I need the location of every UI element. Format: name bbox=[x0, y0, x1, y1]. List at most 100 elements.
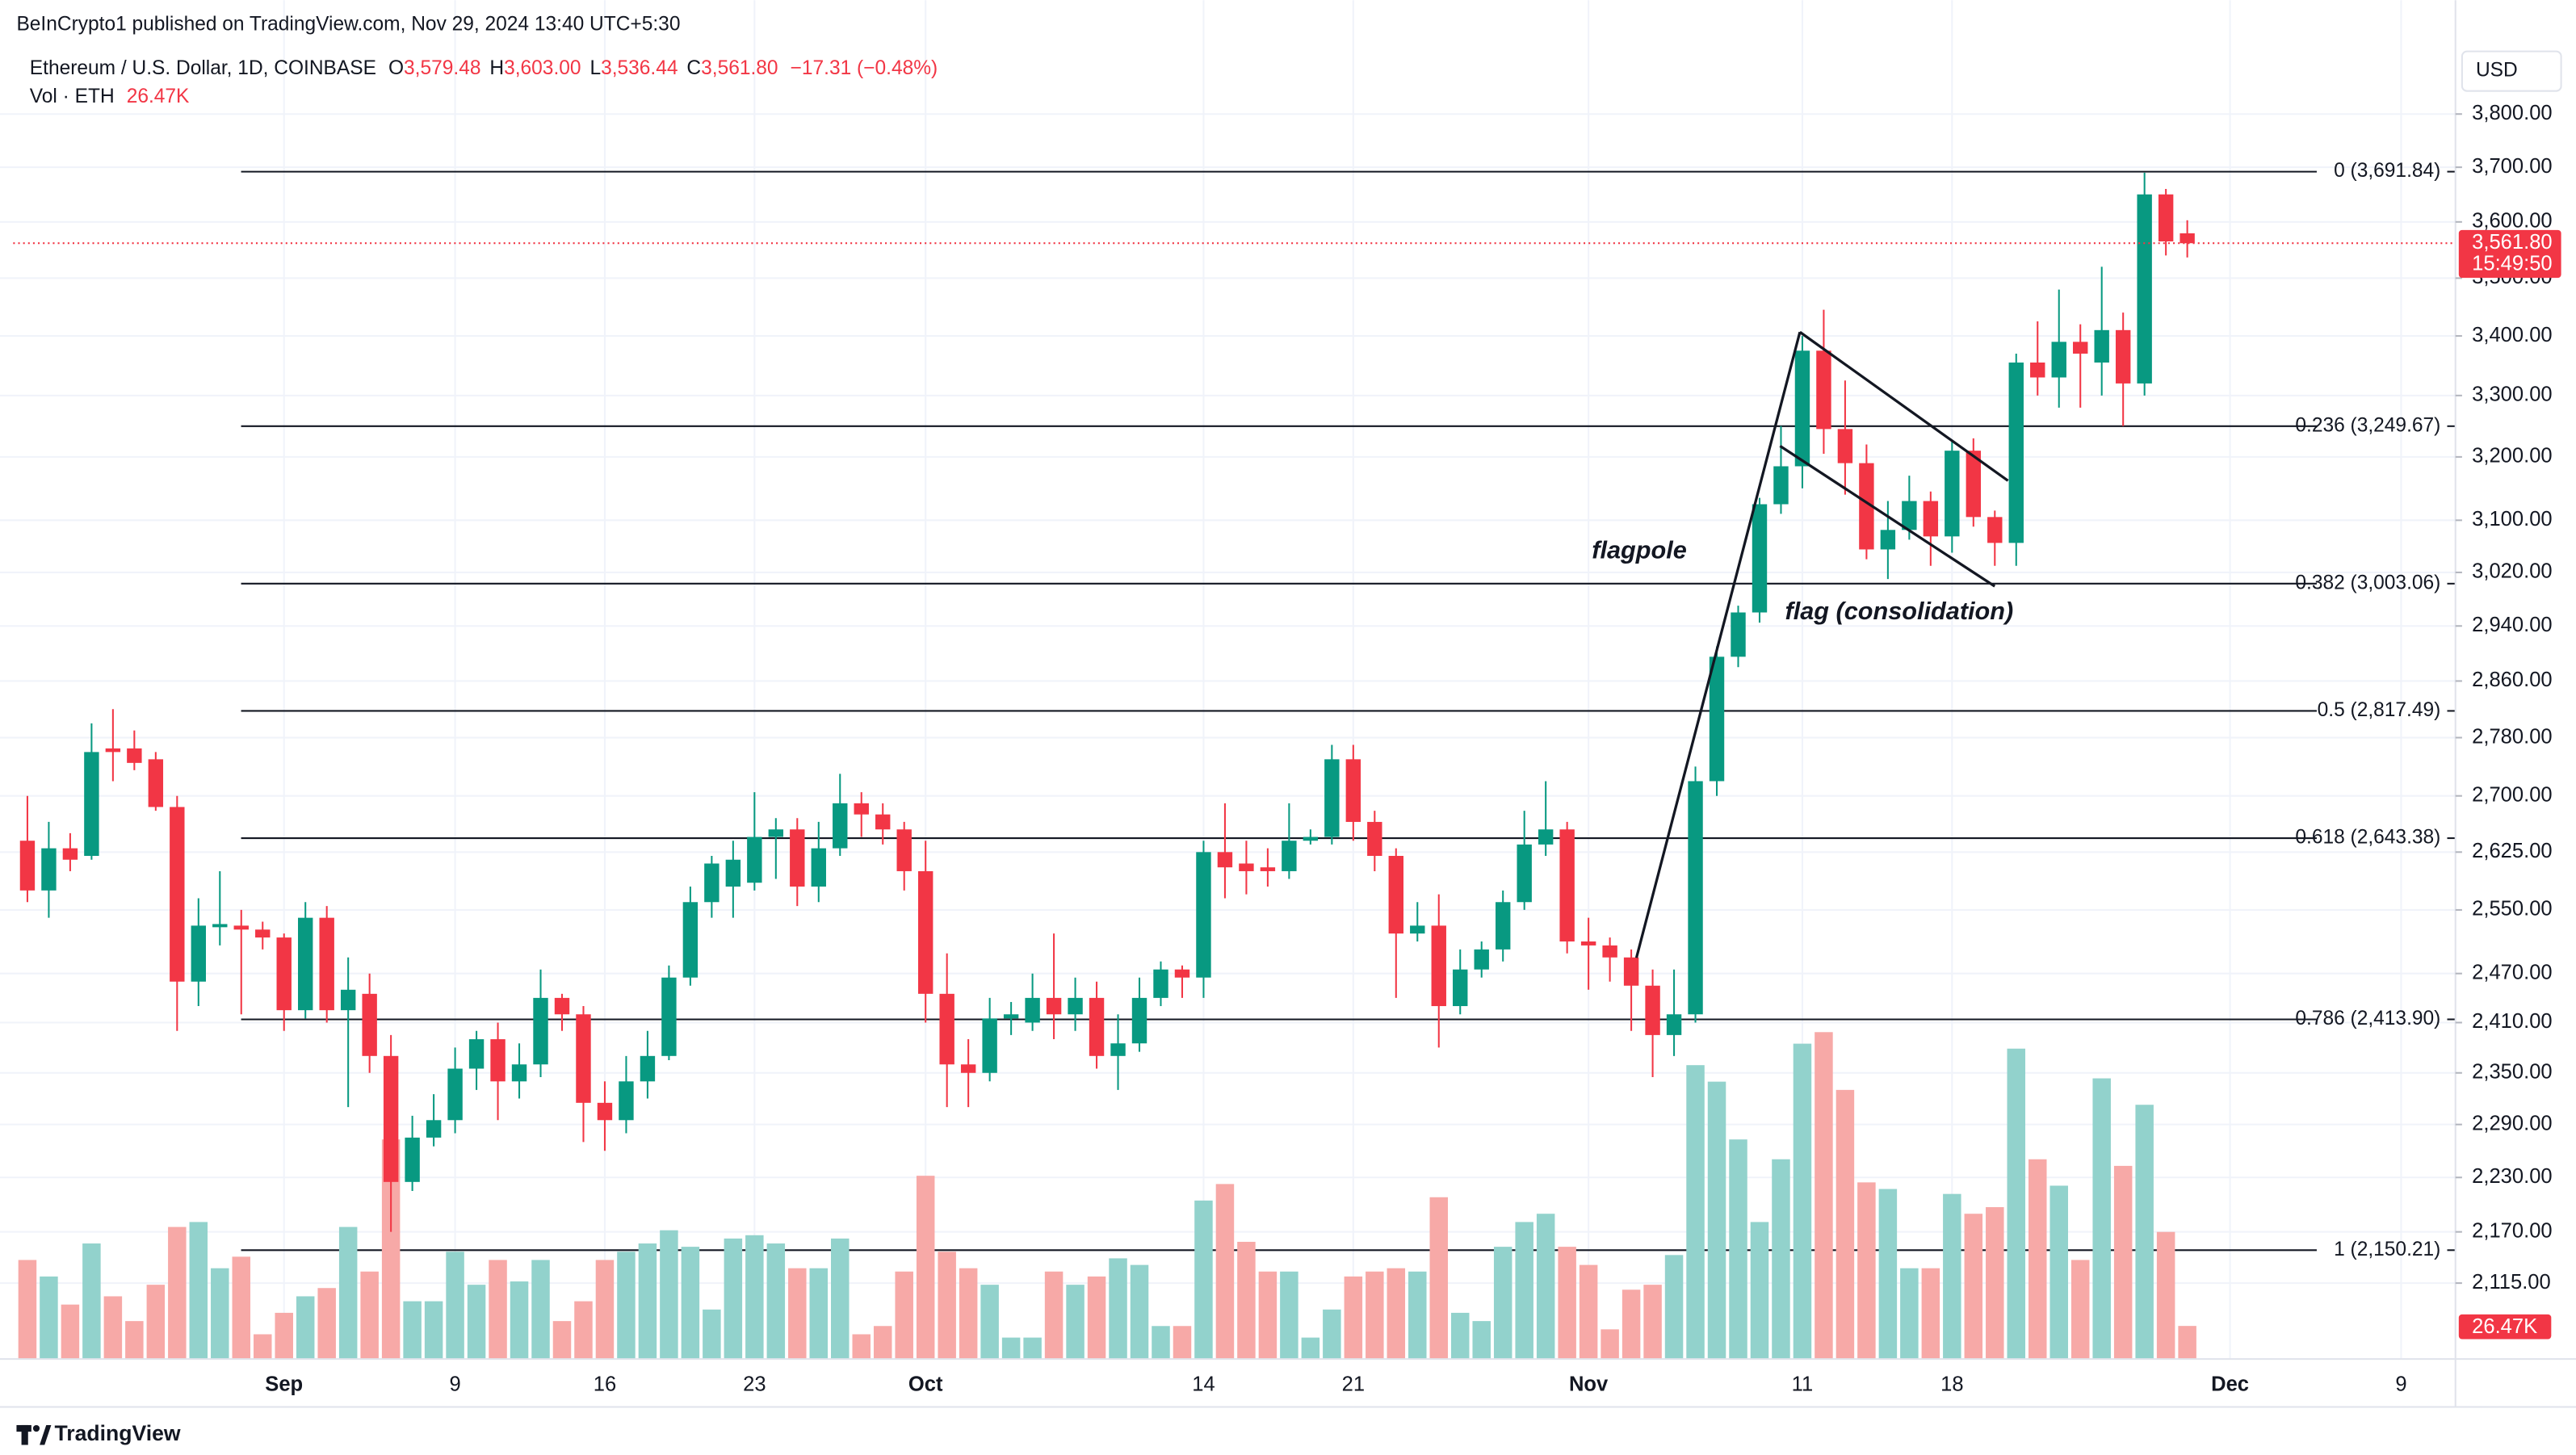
currency[interactable]: USD bbox=[2476, 60, 2518, 82]
candle-body bbox=[939, 993, 954, 1065]
x-tick-label: Oct bbox=[908, 1373, 943, 1396]
volume-bar bbox=[1387, 1268, 1406, 1360]
volume-bar bbox=[916, 1176, 935, 1360]
candle-body bbox=[319, 917, 334, 1011]
volume-bar bbox=[1280, 1271, 1298, 1360]
volume-bar bbox=[1450, 1312, 1470, 1360]
volume-bar bbox=[1900, 1268, 1919, 1360]
countdown: 15:49:50 bbox=[2472, 253, 2552, 275]
volume-bar bbox=[595, 1260, 615, 1360]
symbol: Ethereum / U.S. Dollar, 1D, COINBASE bbox=[30, 58, 376, 80]
volume-bar bbox=[1001, 1337, 1021, 1360]
volume-bar bbox=[1986, 1207, 2004, 1360]
candle-body bbox=[1324, 759, 1340, 837]
volume-bar bbox=[424, 1301, 443, 1360]
volume-bar bbox=[959, 1268, 978, 1360]
volume-bar bbox=[1109, 1258, 1127, 1360]
candle-body bbox=[383, 1055, 399, 1182]
y-tick-label: 2,625.00 bbox=[2472, 840, 2552, 862]
candle-body bbox=[1110, 1043, 1126, 1056]
volume-bar bbox=[1215, 1184, 1235, 1360]
candle-body bbox=[875, 814, 891, 830]
axes: 3,800.003,700.003,600.003,500.003,400.00… bbox=[265, 102, 2552, 1396]
y-tick-label: 2,550.00 bbox=[2472, 898, 2552, 920]
candle-body bbox=[554, 997, 570, 1015]
volume-bar bbox=[1366, 1271, 1384, 1360]
volume-bar bbox=[1558, 1247, 1576, 1360]
volume-bar bbox=[1258, 1271, 1278, 1360]
candle-body bbox=[2137, 194, 2152, 384]
candle-body bbox=[426, 1120, 442, 1138]
volume-bar bbox=[660, 1230, 678, 1360]
volume-bars bbox=[18, 1032, 2196, 1360]
candle-body bbox=[833, 803, 848, 849]
candle-body bbox=[790, 829, 805, 887]
volume-bar bbox=[1664, 1255, 1684, 1360]
y-tick-label: 3,400.00 bbox=[2472, 324, 2552, 346]
candle-body bbox=[917, 870, 933, 994]
volume-value: 26.47K bbox=[127, 86, 190, 107]
candle-body bbox=[1538, 829, 1554, 845]
candle-body bbox=[725, 859, 741, 887]
volume-legend: Vol · ETH 26.47K bbox=[30, 86, 190, 107]
footer-brand: TradingView bbox=[54, 1421, 180, 1445]
y-tick-label: 3,600.00 bbox=[2472, 210, 2552, 233]
volume-bar bbox=[638, 1243, 657, 1360]
candle-body bbox=[1217, 852, 1233, 868]
candle-body bbox=[255, 929, 271, 938]
volume-bar bbox=[2113, 1165, 2133, 1360]
candle-body bbox=[1666, 1014, 1682, 1035]
candle-body bbox=[576, 1014, 591, 1103]
candle-body bbox=[170, 807, 185, 982]
candle-body bbox=[84, 752, 99, 857]
volume-bar bbox=[617, 1252, 636, 1360]
volume-bar bbox=[1493, 1247, 1512, 1360]
volume-bar bbox=[1750, 1222, 1769, 1360]
y-tick-label: 2,350.00 bbox=[2472, 1061, 2552, 1084]
volume-bar bbox=[1622, 1289, 1641, 1360]
volume-bar bbox=[2178, 1326, 2196, 1360]
volume-bar bbox=[852, 1334, 871, 1360]
candle-body bbox=[1837, 429, 1853, 463]
x-tick-label: 23 bbox=[743, 1373, 766, 1396]
candle-body bbox=[2008, 362, 2024, 543]
currency-button[interactable] bbox=[2461, 50, 2562, 92]
candle-body bbox=[362, 993, 377, 1056]
volume-bar bbox=[296, 1296, 315, 1360]
volume-bar bbox=[1130, 1264, 1149, 1360]
level-label: 0.236 (3,249.67) bbox=[2295, 414, 2440, 436]
annotation: flagpole bbox=[1592, 536, 1687, 564]
candle-body bbox=[1282, 841, 1297, 871]
candle-body bbox=[41, 848, 57, 891]
volume-bar bbox=[1044, 1271, 1064, 1360]
y-tick-label: 3,300.00 bbox=[2472, 384, 2552, 406]
volume-bar bbox=[1152, 1326, 1170, 1360]
volume-bar bbox=[1323, 1309, 1341, 1360]
candle-body bbox=[1966, 451, 1982, 518]
volume-bar bbox=[1943, 1193, 1961, 1360]
candle-body bbox=[2030, 362, 2045, 378]
volume-bar bbox=[2070, 1260, 2090, 1360]
candle-body bbox=[2051, 342, 2066, 378]
volume-bar bbox=[1579, 1264, 1598, 1360]
volume-bar bbox=[552, 1321, 572, 1360]
x-tick-label: 9 bbox=[449, 1373, 460, 1396]
candle-body bbox=[619, 1081, 634, 1121]
candle-body bbox=[768, 829, 784, 837]
candle-body bbox=[982, 1018, 997, 1073]
x-tick-label: Nov bbox=[1569, 1373, 1609, 1396]
candle-body bbox=[127, 748, 142, 763]
volume-bar bbox=[681, 1247, 700, 1360]
volume-bar bbox=[1515, 1222, 1533, 1360]
flagpole-line bbox=[1634, 331, 1802, 958]
volume-bar bbox=[1344, 1276, 1363, 1360]
volume-bar bbox=[446, 1252, 464, 1360]
volume-bar bbox=[2135, 1105, 2154, 1360]
volume-bar bbox=[980, 1285, 999, 1360]
volume-bar bbox=[467, 1285, 486, 1360]
volume-bar bbox=[1087, 1276, 1106, 1360]
volume-bar bbox=[1707, 1081, 1726, 1360]
logo-part bbox=[32, 1424, 40, 1432]
volume-bar bbox=[18, 1260, 37, 1360]
